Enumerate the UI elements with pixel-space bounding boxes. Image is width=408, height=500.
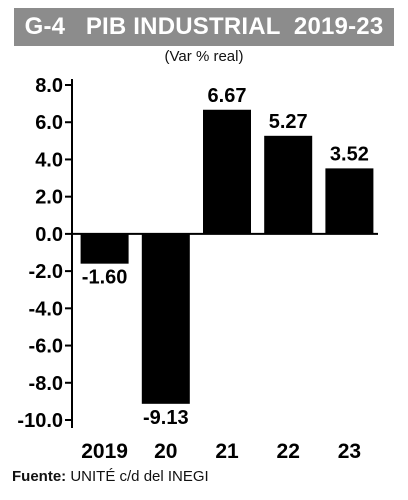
- bar: [203, 109, 251, 234]
- y-tick-label: 2.0: [35, 187, 63, 209]
- y-tick-label: 8.0: [35, 75, 63, 97]
- x-tick-label: 23: [338, 440, 361, 463]
- x-tick-label: 20: [154, 440, 177, 463]
- chart-code: G-4: [24, 13, 66, 40]
- bar-value-label: -1.60: [82, 267, 128, 289]
- bar-value-label: 3.52: [330, 143, 369, 165]
- source-label: Fuente:: [12, 468, 67, 485]
- y-tick-label: 0.0: [35, 224, 63, 246]
- bar: [325, 168, 374, 234]
- source-note: Fuente: UNITÉ c/d del INEGI: [12, 468, 209, 485]
- chart-title-bar: G-4 PIB INDUSTRIAL 2019-23: [14, 8, 394, 46]
- chart-title: G-4 PIB INDUSTRIAL 2019-23: [25, 13, 384, 41]
- bar-value-label: -9.13: [143, 407, 189, 429]
- bar: [264, 135, 313, 234]
- bar-value-label: 5.27: [269, 111, 308, 133]
- x-tick-label: 21: [215, 440, 239, 463]
- chart-title-text: PIB INDUSTRIAL 2019-23: [85, 13, 384, 40]
- source-text: UNITÉ c/d del INEGI: [70, 468, 209, 485]
- x-tick-label: 22: [277, 440, 300, 463]
- bar: [141, 233, 190, 404]
- y-tick-label: -2.0: [29, 261, 63, 283]
- x-tick-label: 2019: [81, 440, 128, 463]
- y-tick-label: -6.0: [29, 336, 63, 358]
- bar-value-label: 6.67: [208, 85, 247, 107]
- chart-subtitle: (Var % real): [164, 48, 244, 65]
- y-tick-label: -10.0: [17, 410, 63, 432]
- y-tick-label: -4.0: [29, 298, 63, 320]
- y-tick-label: 6.0: [35, 112, 63, 134]
- y-tick-label: 4.0: [35, 149, 63, 171]
- y-tick-label: -8.0: [29, 373, 63, 395]
- bar: [80, 233, 129, 264]
